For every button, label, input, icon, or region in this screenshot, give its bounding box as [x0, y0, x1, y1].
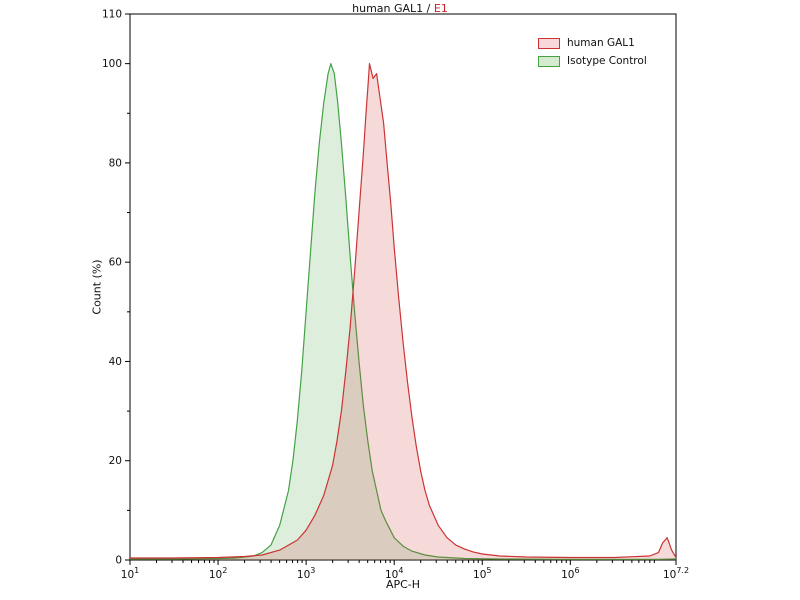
y-axis-label: Count (%): [90, 259, 104, 315]
svg-text:0: 0: [115, 555, 122, 567]
legend-item-human-gal1: human GAL1: [538, 37, 647, 49]
svg-text:80: 80: [109, 157, 122, 169]
legend-swatch-green: [538, 55, 560, 67]
x-axis-label: APC-H: [385, 578, 421, 591]
svg-text:110: 110: [102, 9, 122, 21]
svg-text:40: 40: [109, 356, 122, 368]
legend-label-human-gal1: human GAL1: [567, 37, 635, 49]
chart-title-separator: /: [423, 2, 434, 15]
legend-label-isotype-control: Isotype Control: [567, 55, 647, 67]
chart-title: human GAL1 / E1: [0, 2, 800, 15]
legend: human GAL1 Isotype Control: [538, 37, 647, 67]
chart-title-sample-id: E1: [433, 2, 448, 15]
svg-text:20: 20: [109, 455, 122, 467]
legend-item-isotype-control: Isotype Control: [538, 55, 647, 67]
chart-title-main: human GAL1: [352, 2, 424, 15]
svg-text:60: 60: [109, 257, 122, 269]
svg-text:100: 100: [102, 58, 122, 70]
legend-swatch-red: [538, 37, 560, 49]
